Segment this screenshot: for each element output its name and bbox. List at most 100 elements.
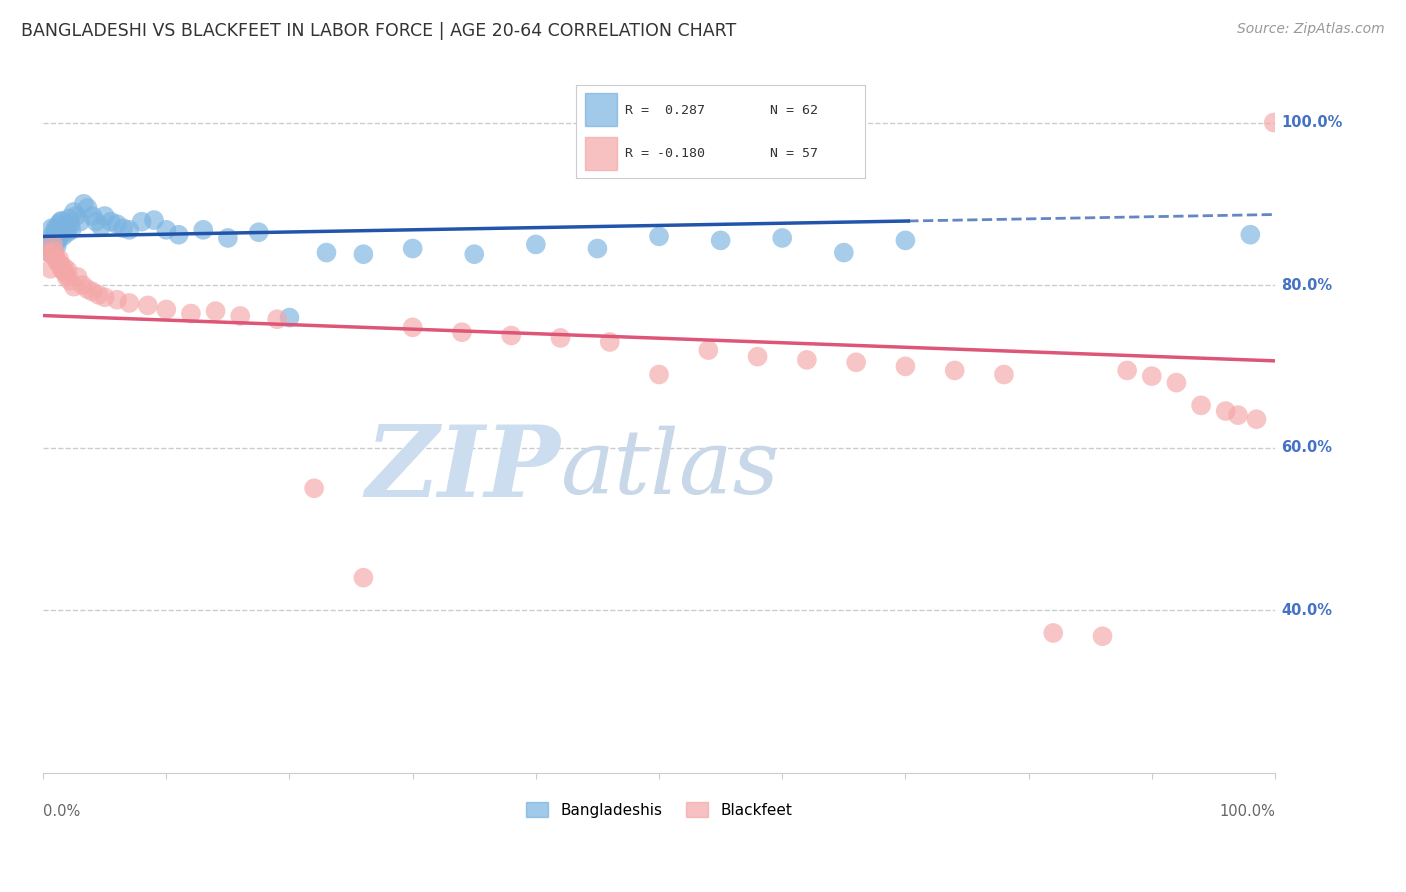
Point <box>100 215 122 229</box>
Point <box>84 215 107 229</box>
Point <box>204 304 226 318</box>
Point <box>65 209 87 223</box>
Point <box>118 296 141 310</box>
Point <box>63 279 86 293</box>
Point <box>524 237 547 252</box>
Point <box>51 261 73 276</box>
Point <box>894 359 917 374</box>
Point <box>39 235 62 250</box>
Text: atlas: atlas <box>561 425 779 512</box>
Point <box>352 247 374 261</box>
Point <box>49 215 72 229</box>
Point <box>56 225 79 239</box>
Point <box>229 309 252 323</box>
Point <box>155 302 177 317</box>
Point <box>155 223 177 237</box>
Point <box>49 258 72 272</box>
Point <box>45 253 67 268</box>
Point <box>112 221 135 235</box>
Point <box>53 266 76 280</box>
Point <box>796 352 818 367</box>
Point <box>648 368 671 382</box>
Point <box>44 233 66 247</box>
Point <box>832 245 855 260</box>
Point <box>1227 408 1250 422</box>
Point <box>51 214 73 228</box>
Point <box>55 269 77 284</box>
Point <box>52 221 75 235</box>
Point <box>42 237 65 252</box>
Point <box>167 227 190 242</box>
Point <box>48 217 70 231</box>
Point <box>352 571 374 585</box>
Point <box>44 225 66 239</box>
Point <box>76 282 98 296</box>
Point <box>1116 363 1139 377</box>
Point <box>402 320 425 334</box>
Point <box>118 223 141 237</box>
Point <box>105 293 128 307</box>
Point <box>41 221 63 235</box>
Text: N = 62: N = 62 <box>769 103 817 117</box>
Point <box>69 215 91 229</box>
Point <box>44 244 66 258</box>
Point <box>1042 626 1064 640</box>
Text: R =  0.287: R = 0.287 <box>626 103 706 117</box>
Point <box>710 233 733 247</box>
Point <box>76 201 98 215</box>
Point <box>41 233 63 247</box>
Point <box>42 243 65 257</box>
Point <box>59 274 82 288</box>
Point <box>93 290 115 304</box>
Point <box>648 229 671 244</box>
Point <box>180 306 202 320</box>
Text: 0.0%: 0.0% <box>44 804 80 819</box>
Point <box>131 215 153 229</box>
Point <box>82 209 104 223</box>
Point <box>48 252 70 266</box>
Point <box>90 219 112 234</box>
Point <box>72 278 94 293</box>
Text: 100.0%: 100.0% <box>1281 115 1343 130</box>
Point <box>993 368 1015 382</box>
Point <box>193 223 215 237</box>
Point <box>59 217 82 231</box>
Point <box>402 242 425 256</box>
Point <box>82 285 104 299</box>
Text: R = -0.180: R = -0.180 <box>626 146 706 160</box>
Point <box>697 343 720 357</box>
Point <box>315 245 337 260</box>
Text: ZIP: ZIP <box>366 420 561 517</box>
Point <box>56 263 79 277</box>
Point <box>302 481 325 495</box>
Bar <box>585 93 617 126</box>
Point <box>52 229 75 244</box>
Point <box>266 312 288 326</box>
Point <box>845 355 868 369</box>
Point <box>599 334 621 349</box>
Point <box>451 325 474 339</box>
Point <box>1215 404 1237 418</box>
Point <box>87 288 110 302</box>
Point <box>501 328 523 343</box>
Point <box>45 239 67 253</box>
Point <box>550 331 572 345</box>
Bar <box>585 137 617 170</box>
Point <box>1246 412 1268 426</box>
Point <box>58 211 80 226</box>
Text: 60.0%: 60.0% <box>1281 440 1331 455</box>
Point <box>46 233 69 247</box>
Point <box>143 213 166 227</box>
Point <box>1140 369 1163 384</box>
Point <box>247 225 270 239</box>
Point <box>1091 629 1114 643</box>
Point <box>48 229 70 244</box>
Point <box>52 263 75 277</box>
Point <box>747 350 769 364</box>
Point <box>894 233 917 247</box>
Point <box>53 221 76 235</box>
Point <box>93 209 115 223</box>
Text: 40.0%: 40.0% <box>1281 603 1331 617</box>
Text: N = 57: N = 57 <box>769 146 817 160</box>
Point <box>136 298 159 312</box>
